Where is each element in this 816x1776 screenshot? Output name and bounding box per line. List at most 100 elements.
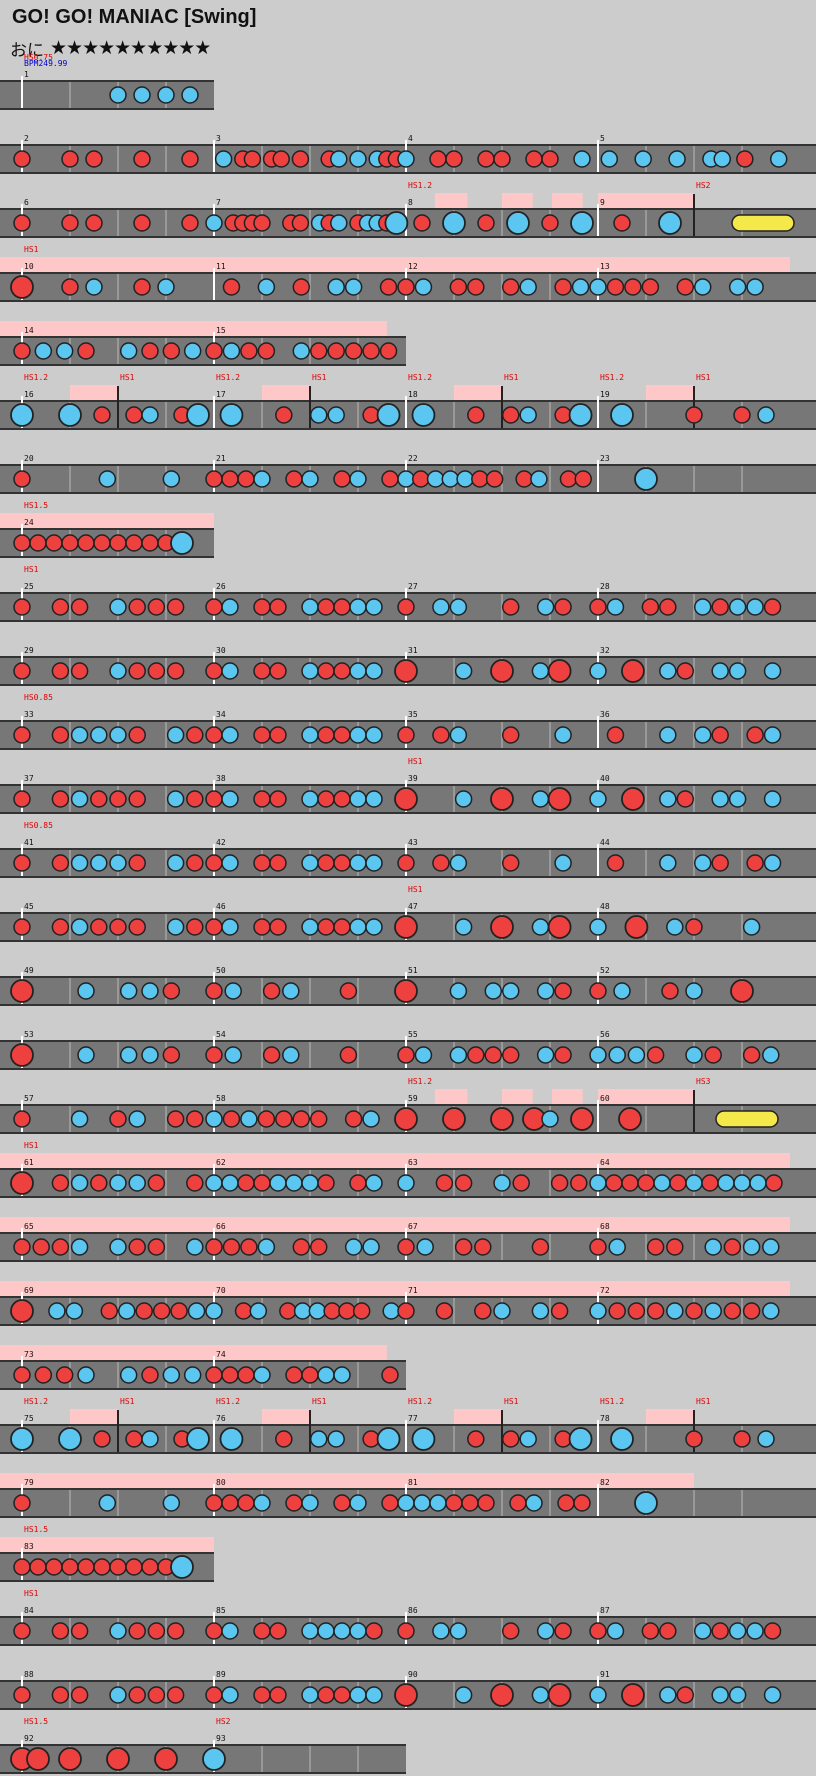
don-note bbox=[205, 918, 223, 936]
don-note bbox=[237, 1494, 255, 1512]
lane-edge-bottom bbox=[0, 364, 406, 366]
don-note bbox=[237, 1174, 255, 1192]
ka-note bbox=[70, 1110, 89, 1128]
scroll-speed-label: HS1 bbox=[696, 373, 711, 382]
measure-number: 55 bbox=[408, 1030, 418, 1039]
ka-note bbox=[365, 598, 383, 616]
don-note bbox=[147, 598, 166, 616]
ka-note bbox=[484, 982, 503, 1000]
don-note bbox=[554, 1046, 572, 1064]
don-note bbox=[205, 726, 223, 744]
big-ka-note bbox=[376, 403, 401, 427]
scroll-speed-label: HS1 bbox=[24, 565, 39, 574]
measure-number: 92 bbox=[24, 1734, 34, 1743]
ka-note bbox=[349, 918, 367, 936]
ka-note bbox=[762, 1302, 780, 1320]
don-note bbox=[589, 1238, 607, 1256]
lane-edge-top bbox=[0, 336, 406, 338]
don-note bbox=[397, 726, 415, 744]
measure-number: 41 bbox=[24, 838, 34, 847]
don-note bbox=[445, 150, 463, 168]
ka-note bbox=[301, 918, 319, 936]
ka-note bbox=[349, 854, 367, 872]
don-note bbox=[344, 342, 363, 360]
ka-note bbox=[746, 1622, 764, 1640]
lane-edge-top bbox=[0, 1744, 406, 1746]
don-note bbox=[554, 278, 572, 296]
ka-note bbox=[349, 790, 367, 808]
lane-edge-bottom bbox=[0, 812, 816, 814]
don-note bbox=[222, 1238, 241, 1256]
measure-number: 66 bbox=[216, 1222, 226, 1231]
measure-number: 62 bbox=[216, 1158, 226, 1167]
don-note bbox=[531, 1238, 550, 1256]
measure-number: 22 bbox=[408, 454, 418, 463]
don-note bbox=[34, 1366, 53, 1384]
ka-note bbox=[269, 1174, 287, 1192]
big-don-note bbox=[490, 915, 514, 939]
ka-note bbox=[589, 1302, 607, 1320]
don-note bbox=[221, 1366, 239, 1384]
ka-note bbox=[327, 406, 345, 424]
don-note bbox=[240, 1238, 258, 1256]
lane-edge-top bbox=[0, 1424, 816, 1426]
don-note bbox=[234, 1302, 253, 1320]
measure-number: 75 bbox=[24, 1414, 34, 1423]
don-note bbox=[333, 918, 351, 936]
don-note bbox=[222, 278, 241, 296]
measure-number: 40 bbox=[600, 774, 610, 783]
don-note bbox=[661, 982, 679, 1000]
ka-note bbox=[109, 854, 127, 872]
measure-number: 35 bbox=[408, 710, 418, 719]
don-note bbox=[554, 1622, 572, 1640]
measure-number: 89 bbox=[216, 1670, 226, 1679]
measure-number: 67 bbox=[408, 1222, 418, 1231]
ka-note bbox=[454, 662, 473, 680]
ka-note bbox=[454, 1686, 473, 1704]
don-note bbox=[45, 534, 63, 552]
don-note bbox=[141, 342, 159, 360]
don-note bbox=[166, 598, 185, 616]
don-note bbox=[32, 1238, 50, 1256]
ka-note bbox=[449, 854, 468, 872]
speed-zone bbox=[454, 385, 502, 401]
don-note bbox=[253, 790, 271, 808]
don-note bbox=[141, 1558, 159, 1576]
don-note bbox=[701, 1174, 719, 1192]
ka-note bbox=[365, 918, 383, 936]
big-ka-note bbox=[658, 211, 682, 235]
don-note bbox=[467, 278, 485, 296]
ka-note bbox=[397, 1174, 415, 1192]
don-note bbox=[477, 1494, 495, 1512]
measure-number: 14 bbox=[24, 326, 34, 335]
don-note bbox=[646, 1302, 665, 1320]
don-note bbox=[205, 1238, 223, 1256]
ka-note bbox=[77, 1366, 95, 1384]
ka-note bbox=[205, 1110, 223, 1128]
big-don-note bbox=[10, 1299, 34, 1323]
measure-number: 36 bbox=[600, 710, 610, 719]
don-note bbox=[109, 790, 127, 808]
don-note bbox=[13, 342, 31, 360]
don-note bbox=[253, 1174, 271, 1192]
don-note bbox=[135, 1302, 153, 1320]
don-note bbox=[90, 790, 108, 808]
don-note bbox=[133, 214, 151, 232]
lane-edge-bottom bbox=[0, 236, 816, 238]
don-note bbox=[70, 598, 89, 616]
ka-note bbox=[728, 1622, 747, 1640]
ka-note bbox=[309, 1430, 328, 1448]
lane-edge-top bbox=[0, 1488, 816, 1490]
don-note bbox=[181, 150, 199, 168]
don-note bbox=[605, 1174, 623, 1192]
don-note bbox=[554, 982, 572, 1000]
ka-note bbox=[634, 150, 652, 168]
speed-zone bbox=[598, 1217, 790, 1233]
lane-edge-bottom bbox=[0, 1452, 816, 1454]
measure-number: 39 bbox=[408, 774, 418, 783]
big-ka-note bbox=[10, 403, 34, 427]
ka-note bbox=[90, 726, 108, 744]
speed-zone bbox=[0, 1217, 214, 1233]
measure-number: 56 bbox=[600, 1030, 610, 1039]
